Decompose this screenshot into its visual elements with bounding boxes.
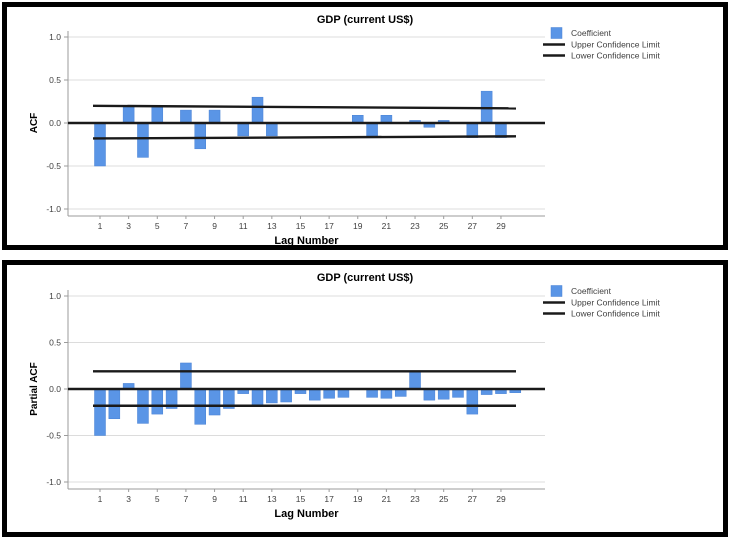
coefficient-bar-lag-27 [466,388,479,415]
legend-coefficient-swatch [550,27,563,39]
x-tick-label: 1 [98,494,103,504]
x-tick-label: 23 [410,221,420,231]
coefficient-bar-lag-20 [366,388,378,398]
x-tick-label: 25 [439,221,449,231]
legend-label: Coefficient [571,286,612,296]
x-tick-label: 19 [353,494,363,504]
y-tick-label: -1.0 [46,204,61,214]
x-tick-label: 23 [410,494,420,504]
x-tick-label: 9 [212,221,217,231]
x-tick-label: 19 [353,221,363,231]
coefficient-bar-lag-4 [137,122,149,158]
x-tick-label: 15 [296,494,306,504]
coefficient-bar-lag-11 [237,122,249,137]
y-tick-label: -1.0 [46,477,61,487]
x-tick-label: 5 [155,494,160,504]
x-tick-label: 9 [212,494,217,504]
coefficient-bar-lag-18 [337,388,350,398]
coefficient-bar-lag-21 [380,388,393,399]
coefficient-bar-lag-9 [208,109,221,124]
legend-label: Upper Confidence Limit [571,298,660,308]
x-tick-label: 27 [468,494,478,504]
coefficient-bar-lag-2 [108,388,121,420]
x-tick-label: 27 [468,221,478,231]
x-tick-label: 29 [496,494,506,504]
x-tick-label: 3 [126,494,131,504]
coefficient-bar-lag-5 [151,105,164,124]
coefficient-bar-lag-13 [266,388,278,404]
legend-coefficient-swatch [550,285,563,297]
coefficient-bar-lag-1 [94,122,106,167]
coefficient-bar-lag-9 [208,388,221,416]
coefficient-bar-lag-8 [194,122,206,150]
x-tick-label: 17 [324,494,334,504]
x-tick-label: 7 [184,221,189,231]
x-tick-label: 13 [267,494,277,504]
coefficient-bar-lag-25 [437,388,450,400]
lower-confidence-line [92,135,517,140]
y-tick-label: -0.5 [46,431,61,441]
acf-chart: 1.00.50.0-0.5-1.01 3 5 7 9 11 13 15 17 19 21 23 25 27… [29,14,660,245]
y-tick-label: 0.0 [49,118,61,128]
x-axis-title: Lag Number [274,235,339,245]
x-tick-label: 13 [267,221,277,231]
y-axis-title: Partial ACF [29,362,40,416]
pacf-chart-panel: 1.0 0.5 0.0 -0.5 -1.0 1 3 5 7 9 11 13 15 17 19 21 23 25 27… [2,260,728,537]
x-tick-label: 29 [496,221,506,231]
coefficient-bar-lag-17 [323,388,335,399]
y-axis-title: ACF [29,113,40,134]
x-axis-title: Lag Number [274,508,339,520]
x-tick-label: 7 [184,494,189,504]
coefficient-bar-lag-12 [251,388,264,407]
legend-label: Coefficient [571,28,612,38]
x-tick-label: 25 [439,494,449,504]
x-tick-label: 5 [155,221,160,231]
y-tick-label: 0.0 [49,384,61,394]
x-tick-label: 11 [239,494,248,504]
x-tick-label: 15 [296,221,306,231]
legend-label: Upper Confidence Limit [571,40,660,50]
coefficient-bar-lag-1 [94,388,106,436]
coefficient-bar-lag-3 [122,105,135,124]
coefficient-bar-lag-12 [251,96,264,124]
x-tick-label: 21 [382,221,392,231]
coefficient-bar-lag-20 [366,122,378,137]
chart-title: GDP (current US$) [317,272,414,284]
coefficient-bar-lag-23 [409,371,421,390]
upper-confidence-line [92,104,517,110]
coefficient-bar-lag-26 [452,388,464,398]
legend-label: Lower Confidence Limit [571,309,660,319]
y-tick-label: 1.0 [49,32,61,42]
x-tick-label: 21 [382,494,392,504]
coefficient-bar-lag-7 [180,362,192,390]
coefficient-bar-lag-14 [280,388,292,403]
coefficient-bar-lag-5 [151,388,164,415]
y-tick-label: -0.5 [46,161,61,171]
coefficient-bar-lag-24 [423,388,436,401]
x-tick-label: 1 [98,221,103,231]
y-tick-label: 0.5 [49,338,61,348]
chart-title: GDP (current US$) [317,14,414,26]
x-tick-label: 11 [239,221,248,231]
pacf-chart: 1.00.50.0-0.5-1.01 3 5 7 9 11 13 15 17 19 21 23 25 27… [29,272,660,520]
acf-chart-panel: 1.0 0.5 0.0 -0.5 -1.0 1 3 5 7 9 11 13 15 17 19 21 23 25 27… [2,2,728,250]
coefficient-bar-lag-7 [180,109,192,124]
y-tick-label: 1.0 [49,291,61,301]
x-tick-label: 17 [324,221,334,231]
x-tick-label: 3 [126,221,131,231]
coefficient-bar-lag-13 [266,122,278,137]
legend-label: Lower Confidence Limit [571,51,660,61]
coefficient-bar-lag-16 [309,388,321,401]
y-tick-label: 0.5 [49,75,61,85]
